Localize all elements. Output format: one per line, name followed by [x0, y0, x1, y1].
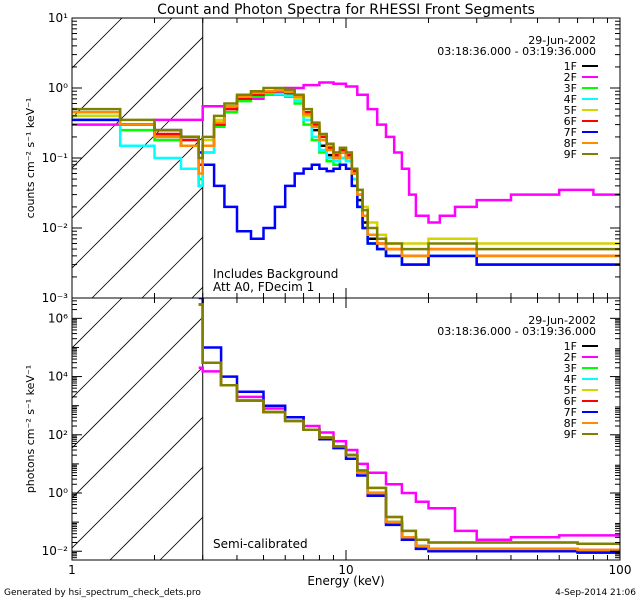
- legend-label-6f: 6F: [564, 395, 577, 408]
- x-tick-label: 10: [338, 563, 353, 577]
- y-tick-label: 10¹: [48, 11, 68, 25]
- legend-label-8f: 8F: [564, 137, 577, 150]
- y-tick-label: 10²: [48, 428, 68, 442]
- hatch-line: [72, 298, 173, 399]
- legend-label-2f: 2F: [564, 351, 577, 364]
- hatch-line: [159, 516, 203, 560]
- legend-label-4f: 4F: [564, 373, 577, 386]
- photon-time-range-label: 03:18:36.000 - 03:19:36.000: [437, 325, 596, 338]
- photon-series-4f: [198, 303, 620, 555]
- photon-series-2f: [198, 366, 620, 541]
- photon-y-axis-label: photons cm⁻² s⁻¹ keV⁻¹: [24, 365, 37, 493]
- photon-annotation-semi-calibrated: Semi-calibrated: [213, 537, 308, 551]
- legend-label-2f: 2F: [564, 71, 577, 84]
- legend-label-8f: 8F: [564, 417, 577, 430]
- count-annotation-background: Includes Background: [213, 267, 338, 281]
- footer-generated-by: Generated by hsi_spectrum_check_dets.pro: [4, 588, 201, 598]
- legend-label-7f: 7F: [564, 406, 577, 419]
- hatch-line: [72, 366, 203, 499]
- hatch-line: [72, 86, 203, 219]
- hatch-line: [72, 18, 123, 69]
- photon-series-6f: [198, 303, 620, 552]
- hatch-line: [72, 18, 173, 119]
- count-series-8f: [72, 89, 620, 258]
- hatch-line: [72, 416, 203, 549]
- count-series-group: [72, 81, 620, 266]
- hatch-lines: [72, 298, 472, 560]
- y-tick-label: 10⁻¹: [42, 151, 69, 165]
- count-series-7f: [72, 118, 620, 266]
- legend-label-7f: 7F: [564, 126, 577, 139]
- photon-spectrum-panel: 1 10 100 10⁻² 10⁰ 10² 10⁴ 10⁶ 29-Jun-2002 03:18…: [24, 297, 632, 588]
- count-date-label: 29-Jun-2002: [528, 34, 596, 47]
- x-axis-label: Energy (keV): [307, 574, 384, 588]
- photon-axis-ticks: 1 10 100 10⁻² 10⁰ 10² 10⁴ 10⁶: [42, 298, 632, 577]
- photon-series-5f: [198, 303, 620, 546]
- hatch-line: [72, 298, 123, 349]
- legend-label-9f: 9F: [564, 148, 577, 161]
- legend-label-5f: 5F: [564, 384, 577, 397]
- hatch-line: [141, 236, 203, 298]
- hatch-line: [109, 466, 203, 560]
- y-tick-label: 10⁶: [48, 311, 68, 325]
- chart-title: Count and Photon Spectra for RHESSI Fron…: [157, 2, 535, 18]
- x-tick-label: 100: [609, 563, 632, 577]
- photon-series-9f: [198, 303, 620, 546]
- legend-label-1f: 1F: [564, 340, 577, 353]
- hatch-line: [91, 186, 203, 298]
- count-time-range-label: 03:18:36.000 - 03:19:36.000: [437, 45, 596, 58]
- count-series-6f: [72, 89, 620, 258]
- photon-series-1f: [198, 303, 620, 555]
- footer-timestamp: 4-Sep-2014 21:06: [555, 588, 636, 598]
- photon-series-8f: [198, 303, 620, 552]
- photon-series-3f: [198, 303, 620, 555]
- y-tick-label: 10⁻³: [42, 291, 69, 305]
- count-annotation-attenuator: Att A0, FDecim 1: [213, 280, 314, 294]
- y-tick-label: 10⁰: [48, 81, 68, 95]
- count-spectrum-panel: 10⁻³ 10⁻² 10⁻¹ 10⁰ 10¹ 29-Jun-2002 03:18:36.…: [24, 11, 621, 305]
- y-tick-label: 10⁻²: [42, 221, 69, 235]
- legend-label-1f: 1F: [564, 60, 577, 73]
- x-tick-label: 1: [68, 563, 76, 577]
- count-series-9f: [72, 86, 620, 251]
- photon-date-label: 29-Jun-2002: [528, 314, 596, 327]
- legend-label-5f: 5F: [564, 104, 577, 117]
- count-axis-ticks: 10⁻³ 10⁻² 10⁻¹ 10⁰ 10¹: [42, 11, 621, 305]
- legend-label-3f: 3F: [564, 362, 577, 375]
- hatch-line: [210, 298, 472, 560]
- legend-label-9f: 9F: [564, 428, 577, 441]
- y-tick-label: 10⁴: [48, 370, 68, 384]
- hatch-line: [72, 316, 203, 449]
- photon-series-group: [198, 298, 620, 555]
- y-tick-label: 10⁻²: [42, 544, 69, 558]
- count-y-axis-label: counts cm⁻² s⁻¹ keV⁻¹: [24, 98, 37, 219]
- legend-label-6f: 6F: [564, 115, 577, 128]
- y-tick-label: 10⁰: [48, 486, 68, 500]
- legend-label-4f: 4F: [564, 93, 577, 106]
- legend-label-3f: 3F: [564, 82, 577, 95]
